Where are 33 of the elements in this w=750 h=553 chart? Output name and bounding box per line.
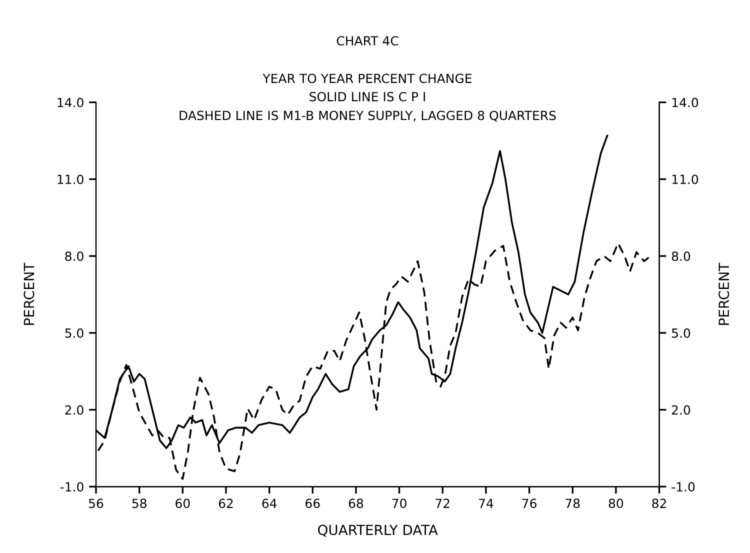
x-tick-label: 80 <box>608 498 624 508</box>
y2-tick-label: 5.0 <box>672 328 690 338</box>
y-tick-label: 8.0 <box>65 252 84 261</box>
y2-axis-title: PERCENT <box>718 262 730 325</box>
x-tick-label: 72 <box>436 498 450 508</box>
chart-title: CHART 4C <box>336 36 398 46</box>
y-axis-title: PERCENT <box>24 262 34 325</box>
x-tick-label: 64 <box>262 498 277 508</box>
x-tick-label: 56 <box>89 498 104 508</box>
x-tick-label: 58 <box>132 498 146 508</box>
y2-tick-label: -1.0 <box>672 482 695 492</box>
x-tick-label: 78 <box>566 498 580 508</box>
y-tick-label: 5.0 <box>65 328 84 338</box>
y2-tick-label: 11.0 <box>672 174 698 184</box>
y2-tick-label: 2.0 <box>672 405 690 415</box>
x-tick-label: 66 <box>306 498 320 508</box>
y-tick-label: 14.0 <box>58 98 84 108</box>
x-tick-label: 74 <box>479 498 494 508</box>
y2-tick-label: 14.0 <box>672 98 698 108</box>
x-tick-label: 76 <box>522 498 536 508</box>
x-tick-label: 62 <box>218 498 233 508</box>
x-tick-label: 60 <box>176 498 190 508</box>
x-tick-label: 82 <box>652 498 666 508</box>
y-tick-label: 11.0 <box>58 174 84 184</box>
annotation: DASHED LINE IS M1-B MONEY SUPPLY, LAGGED 8 QUARTERS <box>180 110 556 122</box>
x-tick-label: 68 <box>348 498 364 508</box>
y2-tick-label: 8.0 <box>672 252 690 261</box>
y-tick-label: -1.0 <box>60 482 84 492</box>
chart-subtitle: YEAR TO YEAR PERCENT CHANGE <box>262 74 472 84</box>
y-tick-label: 2.0 <box>65 405 84 415</box>
x-axis-title: QUARTERLY DATA <box>318 524 438 537</box>
text: SOLID LINE IS C P I <box>310 92 425 102</box>
x-tick-label: 70 <box>392 498 406 508</box>
